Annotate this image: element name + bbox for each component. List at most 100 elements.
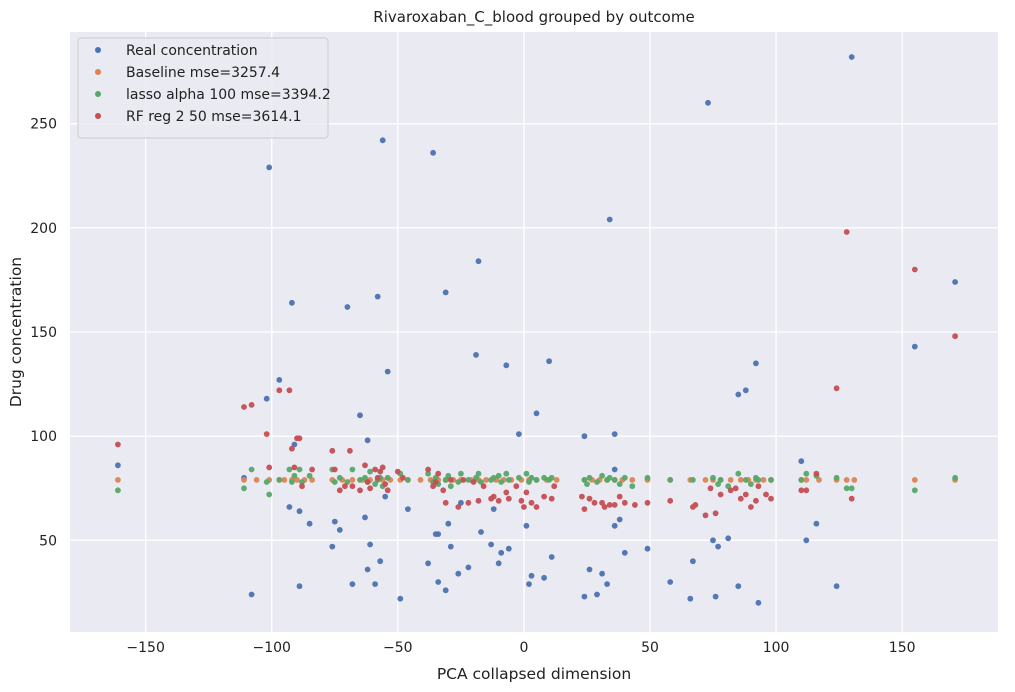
data-point: [533, 410, 540, 417]
data-point: [357, 412, 363, 419]
data-point: [435, 531, 442, 537]
data-point: [263, 479, 270, 485]
data-point: [521, 504, 527, 510]
data-point: [498, 479, 505, 485]
data-point: [498, 549, 505, 556]
data-point: [748, 481, 754, 487]
data-point: [291, 472, 298, 479]
data-point: [248, 466, 255, 473]
data-point: [523, 470, 530, 477]
data-point: [611, 466, 618, 473]
data-point: [798, 487, 805, 494]
data-point: [349, 466, 356, 473]
data-point: [591, 499, 598, 506]
data-point: [488, 541, 494, 548]
data-point: [798, 477, 805, 483]
data-point: [705, 99, 711, 106]
data-point: [266, 464, 273, 471]
data-point: [644, 474, 651, 481]
data-point: [276, 377, 283, 383]
data-point: [430, 149, 436, 156]
data-point: [442, 587, 449, 594]
data-point: [442, 289, 449, 296]
data-point: [331, 479, 338, 485]
data-point: [329, 447, 336, 454]
data-point: [584, 481, 590, 487]
data-points: [115, 54, 958, 606]
data-point: [599, 499, 605, 506]
data-point: [611, 477, 618, 483]
y-tick-label: 200: [30, 221, 57, 237]
data-point: [241, 404, 247, 410]
legend-marker: [95, 113, 101, 119]
data-point: [581, 477, 588, 483]
data-point: [289, 445, 295, 452]
data-point: [344, 304, 351, 310]
data-point: [266, 491, 273, 498]
data-point: [707, 485, 714, 492]
data-point: [727, 477, 734, 483]
data-point: [528, 474, 535, 481]
data-point: [447, 477, 454, 483]
data-point: [667, 497, 674, 504]
data-point: [241, 477, 247, 483]
data-point: [732, 485, 739, 492]
data-point: [276, 477, 283, 483]
data-point: [737, 495, 744, 502]
data-point: [843, 229, 850, 235]
data-point: [690, 558, 696, 565]
data-point: [621, 474, 628, 481]
data-point: [753, 497, 759, 504]
data-point: [803, 470, 810, 477]
data-point: [470, 479, 477, 485]
data-point: [364, 566, 371, 573]
legend-marker: [95, 69, 101, 75]
data-point: [692, 502, 699, 508]
data-point: [843, 477, 850, 483]
data-point: [629, 483, 636, 490]
data-point: [296, 435, 303, 442]
data-point: [616, 516, 623, 523]
data-point: [347, 447, 353, 454]
data-point: [458, 470, 464, 477]
x-tick-label: 150: [889, 640, 916, 656]
data-point: [952, 279, 958, 285]
data-point: [336, 487, 343, 494]
data-point: [460, 477, 467, 483]
data-point: [495, 497, 502, 504]
data-point: [490, 474, 497, 481]
data-point: [541, 574, 547, 581]
data-point: [357, 487, 363, 494]
data-point: [503, 362, 510, 369]
legend-label: Real concentration: [126, 43, 258, 59]
data-point: [379, 137, 386, 144]
data-point: [440, 487, 447, 494]
data-point: [833, 474, 840, 481]
data-point: [712, 593, 719, 600]
data-point: [296, 508, 303, 515]
data-point: [336, 527, 343, 533]
data-point: [331, 518, 338, 525]
data-point: [495, 472, 502, 479]
data-point: [362, 474, 368, 481]
data-point: [490, 493, 497, 500]
data-point: [349, 581, 356, 587]
data-point: [611, 522, 618, 529]
data-point: [516, 431, 522, 437]
data-point: [465, 564, 472, 571]
data-point: [473, 352, 479, 358]
data-point: [374, 293, 381, 300]
data-point: [296, 583, 303, 590]
data-point: [362, 462, 368, 469]
data-point: [253, 477, 260, 483]
data-point: [541, 474, 547, 481]
data-point: [291, 441, 298, 448]
legend-label: Baseline mse=3257.4: [126, 65, 280, 81]
data-point: [447, 543, 454, 550]
data-point: [342, 483, 348, 490]
data-point: [848, 485, 855, 492]
series-0: [115, 54, 958, 606]
data-point: [911, 266, 918, 273]
data-point: [546, 358, 552, 365]
data-point: [447, 483, 454, 490]
